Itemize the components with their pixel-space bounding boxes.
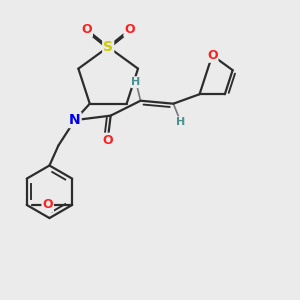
Text: N: N [69,113,81,127]
Text: O: O [124,23,135,36]
Text: S: S [103,40,113,54]
Text: O: O [102,134,113,147]
Text: O: O [207,49,217,62]
Text: H: H [131,77,141,87]
Text: H: H [176,117,185,127]
Text: O: O [81,23,92,36]
Text: O: O [42,198,53,212]
